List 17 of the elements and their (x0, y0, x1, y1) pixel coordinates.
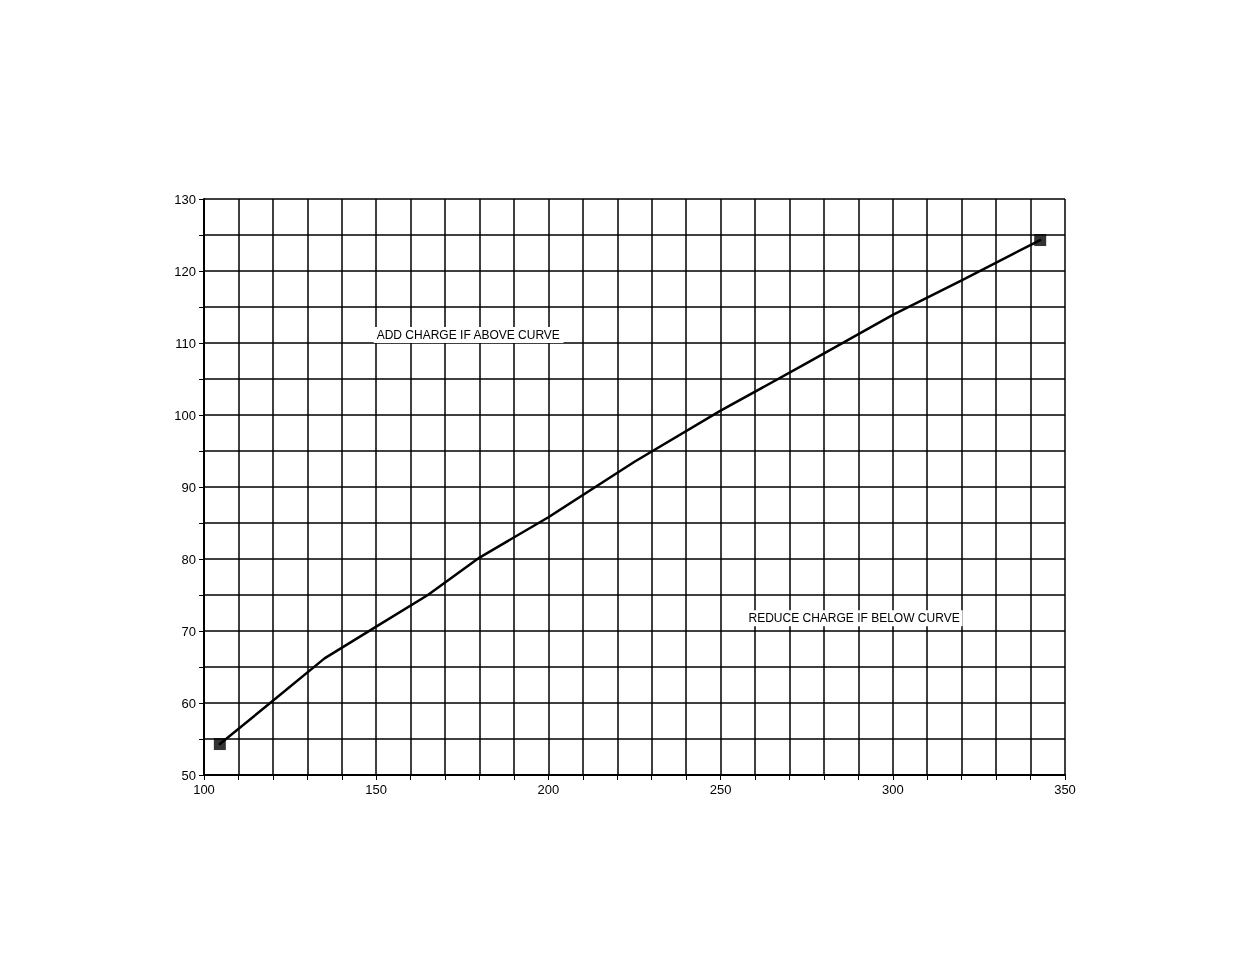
y-tick-label: 70 (181, 623, 196, 639)
annotation: REDUCE CHARGE IF BELOW CURVE (748, 611, 960, 626)
y-tick-label: 50 (181, 767, 196, 783)
y-tick-label: 130 (174, 191, 196, 207)
y-tick-label: 60 (181, 695, 196, 711)
annotation: ADD CHARGE IF ABOVE CURVE (376, 327, 560, 342)
x-tick-label: 200 (537, 782, 560, 797)
y-tick-label: 100 (174, 407, 196, 423)
x-tick-label: 250 (709, 782, 732, 797)
y-tick-label: 110 (175, 335, 196, 351)
x-tick-label: 300 (881, 782, 904, 797)
y-tick-label: 120 (174, 263, 196, 279)
y-tick-label: 80 (181, 551, 196, 567)
x-tick-label: 100 (193, 782, 215, 797)
x-tick-label: 150 (365, 782, 388, 797)
x-tick-label: 350 (1054, 782, 1076, 797)
y-tick-label: 90 (181, 479, 196, 495)
